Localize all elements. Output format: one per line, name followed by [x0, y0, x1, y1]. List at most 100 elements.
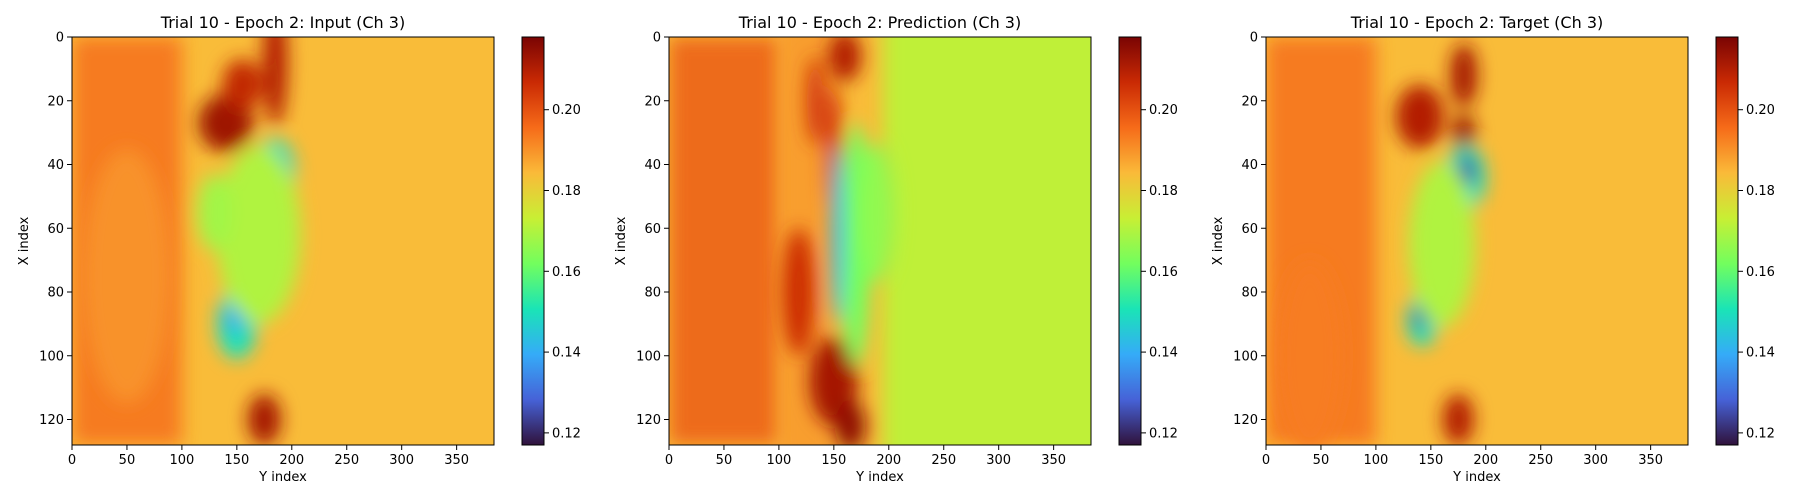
colorbar — [1715, 36, 1739, 446]
heatmap-field — [72, 37, 494, 445]
y-tick-label: 120 — [39, 413, 64, 428]
heatmap-feature — [247, 394, 281, 445]
y-axis-label: X index — [614, 216, 629, 265]
x-tick-label: 200 — [279, 453, 304, 468]
y-tick-label: 80 — [47, 286, 64, 301]
colorbar — [1118, 36, 1142, 446]
y-axis-label: X index — [17, 216, 32, 265]
chart-panel-1: Trial 10 - Epoch 2: Input (Ch 3) 0 50 100 15… — [17, 13, 581, 485]
y-tick-label: 20 — [47, 94, 64, 109]
colorbar-tick-label: 0.20 — [1746, 103, 1775, 118]
x-tick-label: 0 — [1262, 453, 1270, 468]
x-tick-label: 0 — [665, 453, 673, 468]
x-tick-label: 50 — [716, 453, 733, 468]
heatmap-feature — [197, 174, 233, 251]
heatmap-feature — [1442, 394, 1474, 445]
y-tick-label: 80 — [1241, 286, 1258, 301]
heatmap-band — [883, 37, 1091, 445]
heatmap-feature — [222, 59, 263, 111]
axes-frame — [71, 36, 495, 446]
colorbar-tick-label: 0.14 — [1149, 346, 1178, 361]
heatmap-feature — [1408, 161, 1475, 328]
y-tick-label: 0 — [653, 31, 661, 46]
heatmap-feature — [1395, 84, 1445, 149]
x-tick-label: 150 — [224, 453, 249, 468]
x-tick-label: 300 — [1583, 453, 1608, 468]
x-tick-label: 350 — [1638, 453, 1663, 468]
y-tick-label: 100 — [636, 349, 661, 364]
x-tick-label: 250 — [931, 453, 956, 468]
x-tick-label: 100 — [1363, 453, 1388, 468]
x-tick-label: 0 — [68, 453, 76, 468]
heatmap-feature — [831, 145, 843, 324]
heatmap-features — [1276, 43, 1486, 445]
x-tick-label: 100 — [169, 453, 194, 468]
chart-title: Trial 10 - Epoch 2: Prediction (Ch 3) — [738, 13, 1021, 32]
colorbar-tick-label: 0.16 — [1149, 265, 1178, 280]
x-tick-label: 200 — [876, 453, 901, 468]
colorbar-tick-label: 0.14 — [1746, 346, 1775, 361]
heatmap-feature — [82, 148, 171, 404]
heatmap-feature — [1452, 113, 1475, 152]
x-tick-label: 350 — [444, 453, 469, 468]
y-tick-label: 60 — [1241, 222, 1258, 237]
y-tick-label: 0 — [1250, 31, 1258, 46]
colorbar-tick-label: 0.14 — [552, 346, 581, 361]
y-tick-label: 20 — [644, 94, 661, 109]
x-tick-label: 50 — [119, 453, 136, 468]
x-tick-label: 250 — [334, 453, 359, 468]
x-tick-label: 200 — [1473, 453, 1498, 468]
heatmap-feature — [806, 56, 824, 146]
heatmap-feature — [828, 37, 862, 82]
x-tick-label: 150 — [821, 453, 846, 468]
y-tick-label: 20 — [1241, 94, 1258, 109]
colorbar-tick-label: 0.20 — [1149, 103, 1178, 118]
colorbar-tick-label: 0.12 — [1149, 426, 1178, 441]
x-axis-label: Y index — [258, 470, 307, 485]
x-tick-label: 150 — [1418, 453, 1443, 468]
y-axis-label: X index — [1211, 216, 1226, 265]
axes-frame — [668, 36, 1092, 446]
chart-panel-3: Trial 10 - Epoch 2: Target (Ch 3) 0 50 100 1… — [1211, 13, 1775, 485]
heatmap-feature — [1450, 43, 1477, 108]
heatmap-feature — [834, 400, 866, 445]
heatmap-field — [669, 37, 1091, 445]
y-tick-label: 100 — [39, 349, 64, 364]
colorbar — [521, 36, 545, 446]
y-tick-label: 40 — [644, 158, 661, 173]
colorbar-tick-label: 0.12 — [1746, 426, 1775, 441]
heatmap-field — [1266, 37, 1688, 445]
heatmap-feature — [217, 145, 301, 324]
x-axis-label: Y index — [1452, 470, 1501, 485]
chart-panel-2: Trial 10 - Epoch 2: Prediction (Ch 3) 0 50… — [614, 13, 1178, 485]
y-tick-label: 120 — [1233, 413, 1258, 428]
x-tick-label: 300 — [986, 453, 1011, 468]
y-tick-label: 100 — [1233, 349, 1258, 364]
heatmap-features — [782, 37, 896, 445]
y-tick-label: 60 — [47, 222, 64, 237]
colorbar-tick-label: 0.18 — [552, 184, 581, 199]
x-tick-label: 350 — [1041, 453, 1066, 468]
x-tick-label: 50 — [1313, 453, 1330, 468]
heatmap-feature — [860, 142, 896, 283]
y-tick-label: 40 — [47, 158, 64, 173]
colorbar-tick-label: 0.16 — [1746, 265, 1775, 280]
x-tick-label: 100 — [766, 453, 791, 468]
chart-title: Trial 10 - Epoch 2: Input (Ch 3) — [160, 13, 405, 32]
colorbar-tick-label: 0.16 — [552, 265, 581, 280]
x-axis-label: Y index — [855, 470, 904, 485]
colorbar-tick-label: 0.18 — [1746, 184, 1775, 199]
colorbar-tick-label: 0.18 — [1149, 184, 1178, 199]
colorbar-tick-label: 0.12 — [552, 426, 581, 441]
y-tick-label: 60 — [644, 222, 661, 237]
y-tick-label: 0 — [56, 31, 64, 46]
heatmap-feature — [1276, 260, 1343, 445]
axes-frame — [1265, 36, 1689, 446]
y-tick-label: 120 — [636, 413, 661, 428]
x-tick-label: 300 — [389, 453, 414, 468]
heatmap-features — [82, 37, 301, 445]
x-tick-label: 250 — [1528, 453, 1553, 468]
heatmap-feature — [263, 37, 288, 127]
